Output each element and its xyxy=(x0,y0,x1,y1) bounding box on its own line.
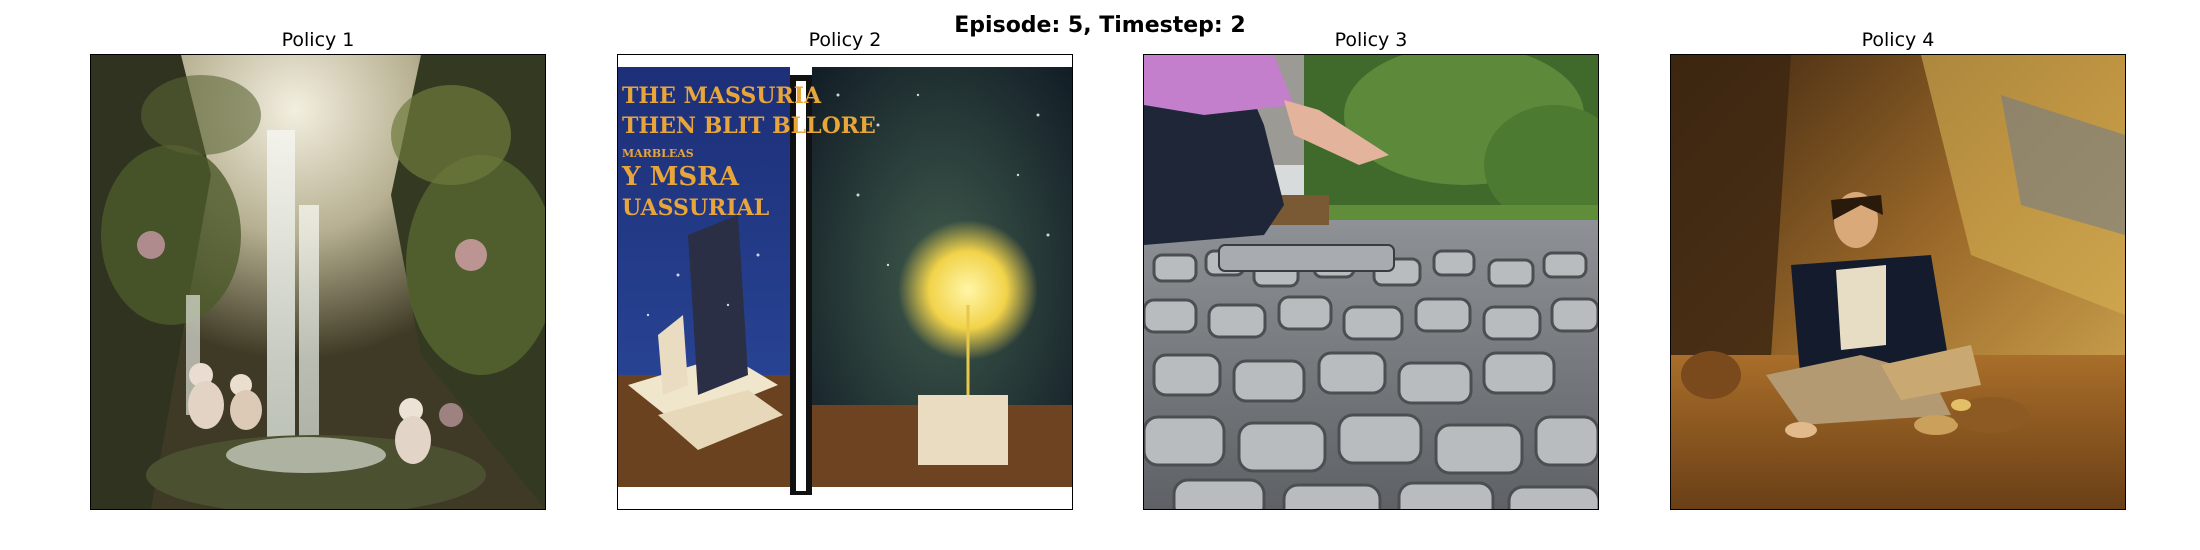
policy-image-2: THE MASSURIA THEN BLIT BLLORE MARBLEAS Y… xyxy=(617,54,1073,510)
policy-panel-1: Policy 1 xyxy=(90,28,546,510)
policy-panel-4: Policy 4 xyxy=(1670,28,2126,510)
book-text-line-1: THE MASSURIA xyxy=(622,83,822,109)
policy-image-3 xyxy=(1143,54,1599,510)
book-text-line-4: Y MSRA xyxy=(621,162,740,192)
policy-panel-3: Policy 3 xyxy=(1143,28,1599,510)
figure-suptitle: Episode: 5, Timestep: 2 xyxy=(954,13,1246,38)
book-text-line-2: THEN BLIT BLLORE xyxy=(622,113,876,139)
book-text-line-5: UASSURIAL xyxy=(622,195,769,221)
panel-title-4: Policy 4 xyxy=(1861,29,1935,51)
panel-title-3: Policy 3 xyxy=(1334,29,1408,51)
panel-title-2: Policy 2 xyxy=(808,29,882,51)
book-text-line-3: MARBLEAS xyxy=(622,147,694,160)
policy-image-1 xyxy=(90,54,546,510)
panel-title-1: Policy 1 xyxy=(281,29,355,51)
policy-image-4 xyxy=(1670,54,2126,510)
policy-panel-2: Policy 2 xyxy=(617,28,1073,510)
